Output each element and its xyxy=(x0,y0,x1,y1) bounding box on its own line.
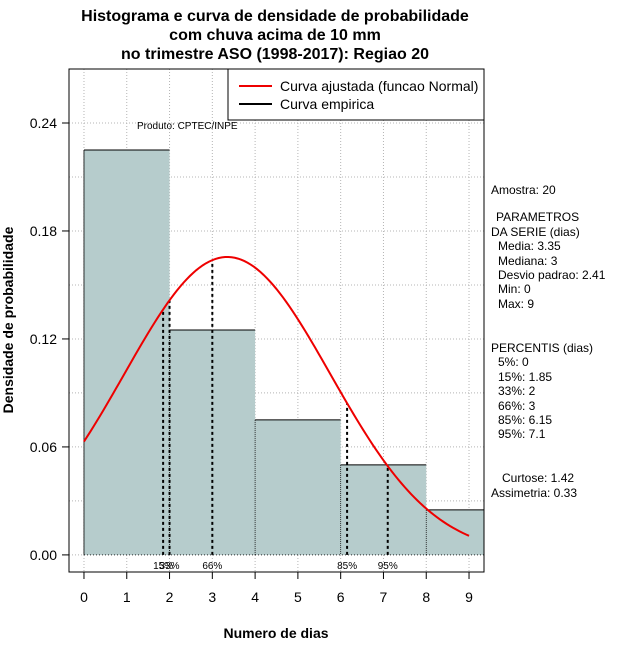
legend-fitted-label: Curva ajustada (funcao Normal) xyxy=(280,78,478,94)
histogram-bar xyxy=(340,464,427,555)
param-max: Max: 9 xyxy=(498,297,534,311)
legend-empirical-label: Curva empirica xyxy=(280,96,374,112)
y-tick-label: 0.06 xyxy=(30,439,57,455)
sample-size: Amostra: 20 xyxy=(491,183,556,197)
x-tick-label: 4 xyxy=(251,589,259,605)
histogram-bar xyxy=(255,419,341,555)
x-tick-label: 7 xyxy=(380,589,388,605)
x-tick-label: 6 xyxy=(337,589,345,605)
param-sd: Desvio padrao: 2.41 xyxy=(498,268,606,282)
param-min: Min: 0 xyxy=(498,282,531,296)
params-title-2: DA SERIE (dias) xyxy=(491,225,580,239)
legend: Curva ajustada (funcao Normal) Curva emp… xyxy=(227,68,485,121)
param-median: Mediana: 3 xyxy=(498,254,558,268)
percentile-label: 33% xyxy=(160,561,180,572)
x-tick-label: 2 xyxy=(166,589,174,605)
x-tick-label: 9 xyxy=(465,589,473,605)
percentil-5: 5%: 0 xyxy=(498,355,529,369)
y-axis-label: Densidade de probabilidade xyxy=(0,226,16,413)
x-axis-label: Numero de dias xyxy=(223,625,328,641)
x-axis: 0 1 2 3 4 5 6 7 8 9 xyxy=(80,571,473,605)
legend-box xyxy=(227,68,485,121)
params-title-1: PARAMETROS xyxy=(496,210,579,224)
y-tick-label: 0.12 xyxy=(30,331,57,347)
histogram-bars xyxy=(83,149,484,556)
param-mean: Media: 3.35 xyxy=(498,239,561,253)
x-tick-label: 5 xyxy=(294,589,302,605)
percentil-85: 85%: 6.15 xyxy=(498,413,552,427)
percentil-95: 95%: 7.1 xyxy=(498,427,546,441)
chart-title-line-2: com chuva acima de 10 mm xyxy=(169,27,381,44)
histogram-bar xyxy=(83,149,170,555)
x-tick-label: 0 xyxy=(80,589,88,605)
y-tick-label: 0.24 xyxy=(30,115,57,131)
percentil-15: 15%: 1.85 xyxy=(498,370,552,384)
y-tick-label: 0.18 xyxy=(30,223,57,239)
percentil-33: 33%: 2 xyxy=(498,384,536,398)
credit-text: Produto: CPTEC/INPE xyxy=(137,121,238,132)
stats-panel: Amostra: 20 PARAMETROS DA SERIE (dias) M… xyxy=(491,183,606,500)
fitted-curve-layer xyxy=(83,256,470,537)
percentis-title: PERCENTIS (dias) xyxy=(491,341,593,355)
fitted-normal-curve xyxy=(83,256,470,537)
percentil-66: 66%: 3 xyxy=(498,399,536,413)
x-tick-label: 8 xyxy=(422,589,430,605)
percentile-label: 66% xyxy=(202,561,222,572)
curtose: Curtose: 1.42 xyxy=(502,471,574,485)
x-tick-label: 3 xyxy=(208,589,216,605)
percentile-label: 95% xyxy=(378,561,398,572)
chart-title-line-3: no trimestre ASO (1998-2017): Regiao 20 xyxy=(121,46,429,63)
histogram-bar xyxy=(169,329,256,555)
chart-title-line-1: Histograma e curva de densidade de proba… xyxy=(81,8,469,25)
assimetria: Assimetria: 0.33 xyxy=(491,486,577,500)
x-tick-label: 1 xyxy=(123,589,131,605)
percentile-label: 85% xyxy=(337,561,357,572)
y-tick-label: 0.00 xyxy=(30,547,57,563)
percentile-label: 15% xyxy=(153,561,173,572)
percentile-lines: 15%33% 66% 85% 95% xyxy=(153,260,398,572)
y-axis: 0.00 0.06 0.12 0.18 0.24 xyxy=(30,115,70,563)
